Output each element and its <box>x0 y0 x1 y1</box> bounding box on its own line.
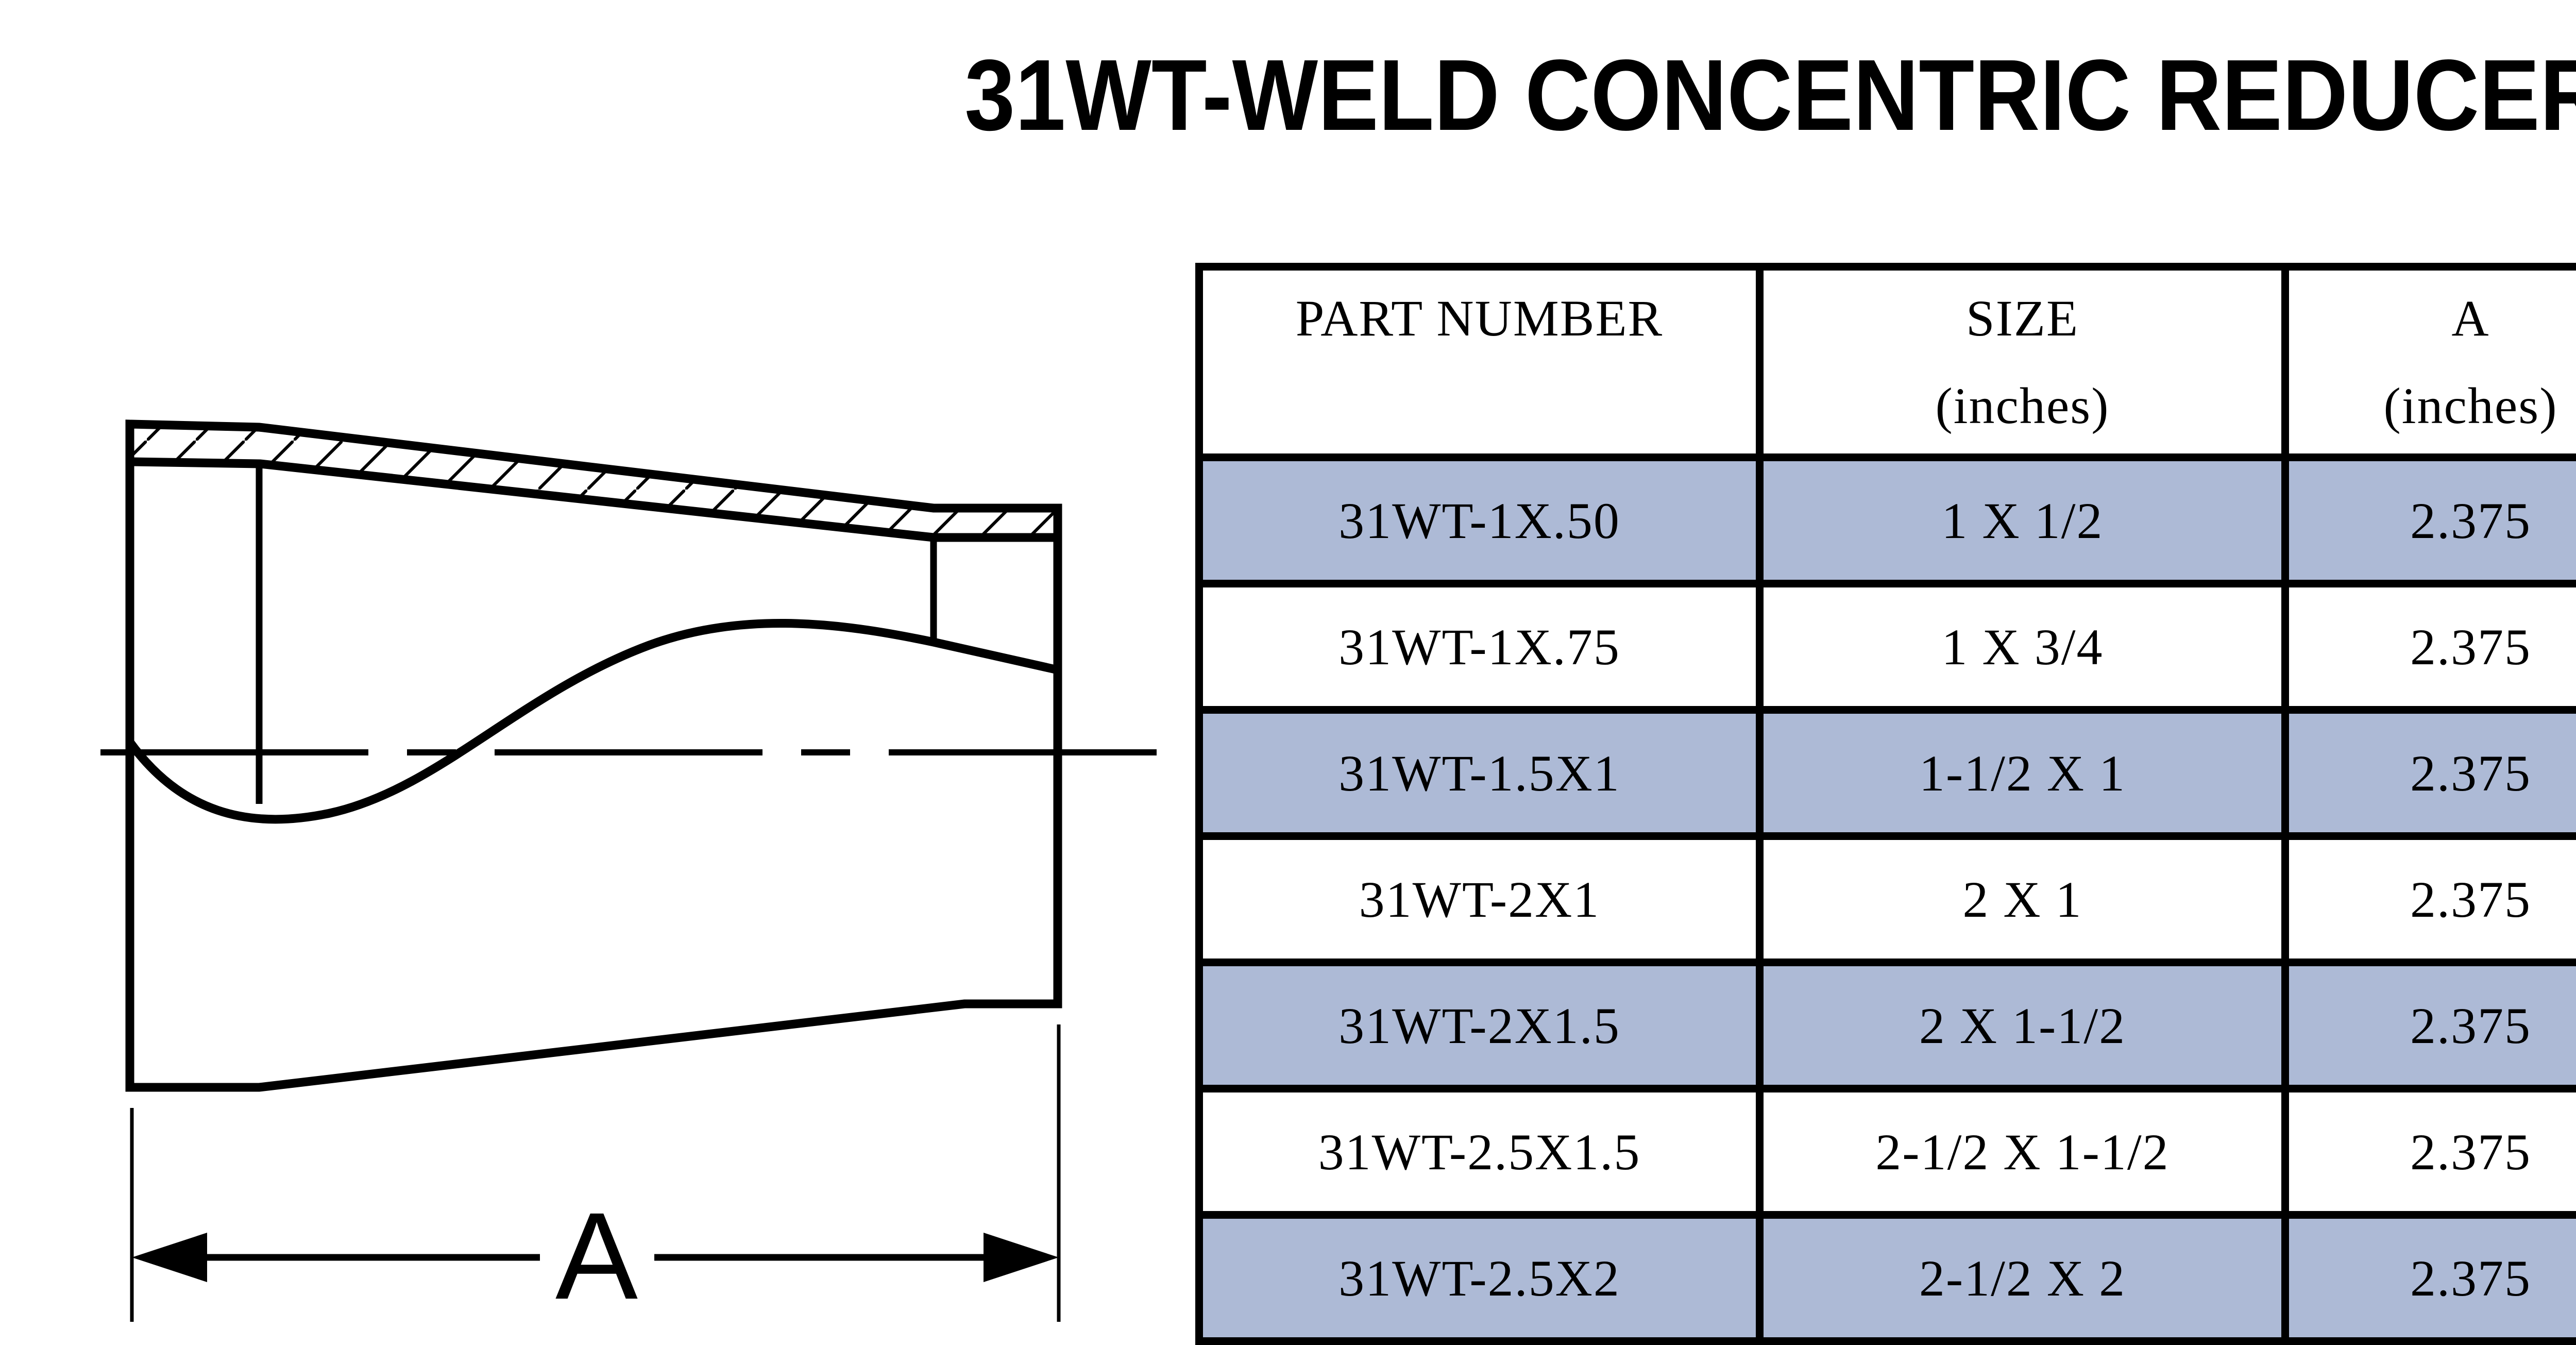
part-number-cell: 31WT-2X1 <box>1199 836 1760 963</box>
column-header-part-number: PART NUMBER <box>1199 267 1760 458</box>
arrowhead-right-icon <box>984 1233 1059 1282</box>
table-row: 31WT-2X1.5 2 X 1-1/2 2.375 <box>1199 963 2576 1089</box>
hatch-band <box>130 424 1058 537</box>
a-dimension-cell: 2.375 <box>2285 458 2576 584</box>
a-dimension-cell: 2.375 <box>2285 1215 2576 1341</box>
arrowhead-left-icon <box>132 1233 207 1282</box>
dimension-label: A <box>555 1187 638 1325</box>
table-row: 31WT-1X.75 1 X 3/4 2.375 <box>1199 584 2576 710</box>
size-cell: 2-1/2 X 2 <box>1760 1215 2285 1341</box>
table-row: 31WT-1.5X1 1-1/2 X 1 2.375 <box>1199 710 2576 836</box>
part-number-cell: 31WT-1X.75 <box>1199 584 1760 710</box>
a-dimension-cell: 2.375 <box>2285 963 2576 1089</box>
a-dimension-cell: 2.375 <box>2285 836 2576 963</box>
table-header-row: PART NUMBER SIZE (inches) A (inches) <box>1199 267 2576 458</box>
table-row: 31WT-1X.50 1 X 1/2 2.375 <box>1199 458 2576 584</box>
table-row: 31WT-2.5X2 2-1/2 X 2 2.375 <box>1199 1215 2576 1341</box>
size-cell: 2 X 1-1/2 <box>1760 963 2285 1089</box>
a-dimension-cell: 2.375 <box>2285 710 2576 836</box>
size-cell: 1-1/2 X 1 <box>1760 710 2285 836</box>
parts-table-left: PART NUMBER SIZE (inches) A (inches) 31W… <box>1195 263 2576 1345</box>
part-number-cell: 31WT-1X.50 <box>1199 458 1760 584</box>
size-cell: 2-1/2 X 1-1/2 <box>1760 1089 2285 1215</box>
part-number-cell: 31WT-2.5X1.5 <box>1199 1089 1760 1215</box>
column-header-a: A (inches) <box>2285 267 2576 458</box>
size-cell: 1 X 3/4 <box>1760 584 2285 710</box>
a-dimension-cell: 2.375 <box>2285 1089 2576 1215</box>
a-dimension-cell: 2.375 <box>2285 584 2576 710</box>
size-cell: 2 X 1 <box>1760 836 2285 963</box>
part-number-cell: 31WT-2.5X2 <box>1199 1215 1760 1341</box>
part-number-cell: 31WT-1.5X1 <box>1199 710 1760 836</box>
column-header-size: SIZE (inches) <box>1760 267 2285 458</box>
size-cell: 1 X 1/2 <box>1760 458 2285 584</box>
table-row: 31WT-2X1 2 X 1 2.375 <box>1199 836 2576 963</box>
part-number-cell: 31WT-2X1.5 <box>1199 963 1760 1089</box>
inner-bore-curve <box>130 623 1058 819</box>
table-row: 31WT-2.5X1.5 2-1/2 X 1-1/2 2.375 <box>1199 1089 2576 1215</box>
